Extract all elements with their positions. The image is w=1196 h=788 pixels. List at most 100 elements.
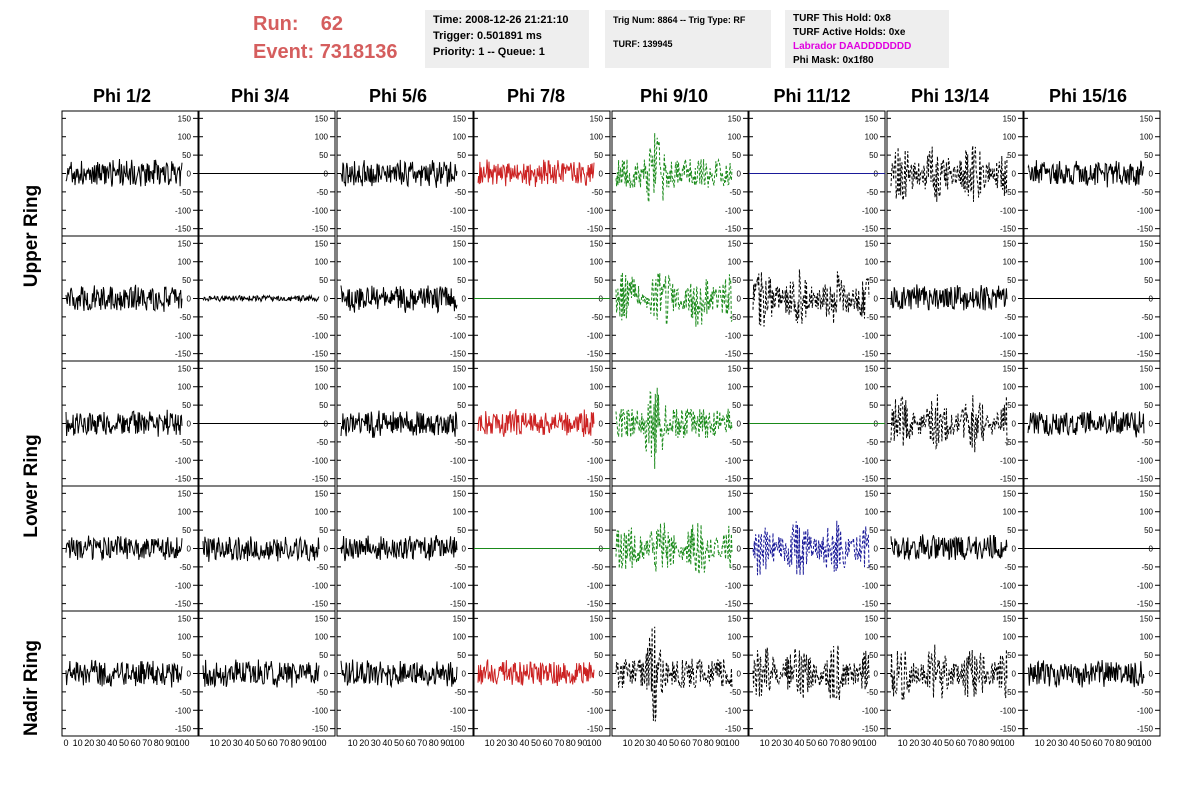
y-tick-label: -50 xyxy=(591,563,603,572)
y-tick-label: 150 xyxy=(728,614,742,623)
y-tick-label: -50 xyxy=(1004,313,1016,322)
y-tick-label: -150 xyxy=(175,225,192,234)
waveform-trace xyxy=(340,659,458,689)
y-tick-label: 150 xyxy=(865,239,879,248)
x-tick-label: 40 xyxy=(107,738,117,748)
y-tick-label: 50 xyxy=(1007,651,1016,660)
y-tick-label: 0 xyxy=(462,670,467,679)
waveform-trace xyxy=(340,285,458,314)
y-tick-label: 0 xyxy=(599,170,604,179)
y-tick-label: 150 xyxy=(315,614,329,623)
y-tick-label: 150 xyxy=(1003,614,1017,623)
x-tick-label: 100 xyxy=(586,738,601,748)
y-tick-label: 50 xyxy=(732,151,741,160)
y-tick-label: -50 xyxy=(316,438,328,447)
y-tick-label: 150 xyxy=(728,364,742,373)
y-tick-label: 150 xyxy=(178,364,192,373)
y-tick-label: 0 xyxy=(324,295,329,304)
y-tick-label: -50 xyxy=(1141,188,1153,197)
y-tick-label: 150 xyxy=(590,364,604,373)
waveform-trace xyxy=(890,534,1008,561)
y-tick-label: -150 xyxy=(725,475,742,484)
x-tick-label: 60 xyxy=(956,738,966,748)
run-row: Run: 62 xyxy=(253,10,398,38)
x-tick-label: 60 xyxy=(406,738,416,748)
turf-info-box: TURF This Hold: 0x8 TURF Active Holds: 0… xyxy=(785,10,949,68)
waveform-trace xyxy=(65,535,183,561)
y-tick-label: -150 xyxy=(1137,600,1154,609)
y-tick-label: -150 xyxy=(312,725,329,734)
y-tick-label: 0 xyxy=(324,545,329,554)
y-tick-label: -150 xyxy=(725,725,742,734)
y-tick-label: -100 xyxy=(1000,456,1017,465)
y-tick-label: -50 xyxy=(729,438,741,447)
y-tick-label: 0 xyxy=(462,295,467,304)
turf-this-hold: TURF This Hold: 0x8 xyxy=(793,13,891,24)
y-tick-label: 150 xyxy=(728,239,742,248)
y-tick-label: -50 xyxy=(729,688,741,697)
y-tick-label: 50 xyxy=(182,651,191,660)
y-tick-label: 50 xyxy=(457,651,466,660)
y-tick-label: 100 xyxy=(453,133,467,142)
waveform-trace xyxy=(890,394,1008,453)
x-tick-label: 30 xyxy=(233,738,243,748)
waveform-trace xyxy=(340,159,458,188)
y-tick-label: 50 xyxy=(594,401,603,410)
trigger-info-box: Trig Num: 8864 -- Trig Type: RF TURF: 13… xyxy=(605,10,771,68)
y-tick-label: -50 xyxy=(591,313,603,322)
x-tick-label: 50 xyxy=(531,738,541,748)
y-tick-label: -50 xyxy=(316,188,328,197)
y-tick-label: -150 xyxy=(1000,600,1017,609)
y-tick-label: -100 xyxy=(587,206,604,215)
y-tick-label: -50 xyxy=(179,438,191,447)
y-tick-label: 100 xyxy=(453,383,467,392)
y-tick-label: 0 xyxy=(599,670,604,679)
y-tick-label: 100 xyxy=(865,508,879,517)
trig-num-text: Trig Num: 8864 -- Trig Type: RF xyxy=(613,15,746,25)
y-tick-label: -150 xyxy=(862,350,879,359)
y-tick-label: 150 xyxy=(590,614,604,623)
y-tick-label: 50 xyxy=(457,276,466,285)
y-tick-label: -50 xyxy=(454,188,466,197)
y-tick-label: 50 xyxy=(869,651,878,660)
y-tick-label: -150 xyxy=(1137,225,1154,234)
x-tick-label: 20 xyxy=(496,738,506,748)
y-tick-label: 100 xyxy=(865,383,879,392)
x-tick-label: 80 xyxy=(979,738,989,748)
y-tick-label: -50 xyxy=(1004,438,1016,447)
y-tick-label: 150 xyxy=(865,114,879,123)
y-tick-label: -150 xyxy=(1000,225,1017,234)
x-tick-label: 50 xyxy=(669,738,679,748)
waveform-trace xyxy=(890,145,1008,202)
y-tick-label: 100 xyxy=(1003,508,1017,517)
y-tick-label: 50 xyxy=(319,401,328,410)
y-tick-label: 150 xyxy=(865,364,879,373)
y-tick-label: -100 xyxy=(587,456,604,465)
y-tick-label: 150 xyxy=(590,489,604,498)
y-tick-label: 150 xyxy=(453,614,467,623)
y-tick-label: 0 xyxy=(462,170,467,179)
y-tick-label: 50 xyxy=(182,526,191,535)
y-tick-label: -100 xyxy=(1000,581,1017,590)
y-tick-label: 50 xyxy=(594,651,603,660)
y-tick-label: -100 xyxy=(725,581,742,590)
y-tick-label: 100 xyxy=(1003,383,1017,392)
y-tick-label: -100 xyxy=(1000,706,1017,715)
waveform-trace xyxy=(615,626,733,722)
x-tick-label: 20 xyxy=(1046,738,1056,748)
y-tick-label: 150 xyxy=(865,614,879,623)
y-tick-label: -100 xyxy=(450,706,467,715)
waveform-trace xyxy=(65,158,183,187)
